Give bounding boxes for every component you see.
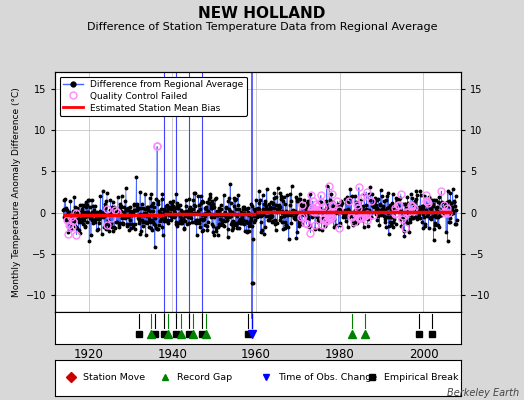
Y-axis label: Monthly Temperature Anomaly Difference (°C): Monthly Temperature Anomaly Difference (… (13, 87, 21, 297)
Text: NEW HOLLAND: NEW HOLLAND (198, 6, 326, 21)
Text: 1940: 1940 (157, 348, 187, 361)
Text: 2000: 2000 (409, 348, 438, 361)
Text: Record Gap: Record Gap (177, 373, 232, 382)
Text: 1920: 1920 (73, 348, 103, 361)
Text: Berkeley Earth: Berkeley Earth (446, 388, 519, 398)
Text: 1960: 1960 (241, 348, 271, 361)
Legend: Difference from Regional Average, Quality Control Failed, Estimated Station Mean: Difference from Regional Average, Qualit… (60, 76, 247, 116)
Text: 1980: 1980 (325, 348, 355, 361)
Text: Empirical Break: Empirical Break (384, 373, 458, 382)
Text: Time of Obs. Change: Time of Obs. Change (278, 373, 377, 382)
Text: Station Move: Station Move (83, 373, 146, 382)
Text: Difference of Station Temperature Data from Regional Average: Difference of Station Temperature Data f… (87, 22, 437, 32)
